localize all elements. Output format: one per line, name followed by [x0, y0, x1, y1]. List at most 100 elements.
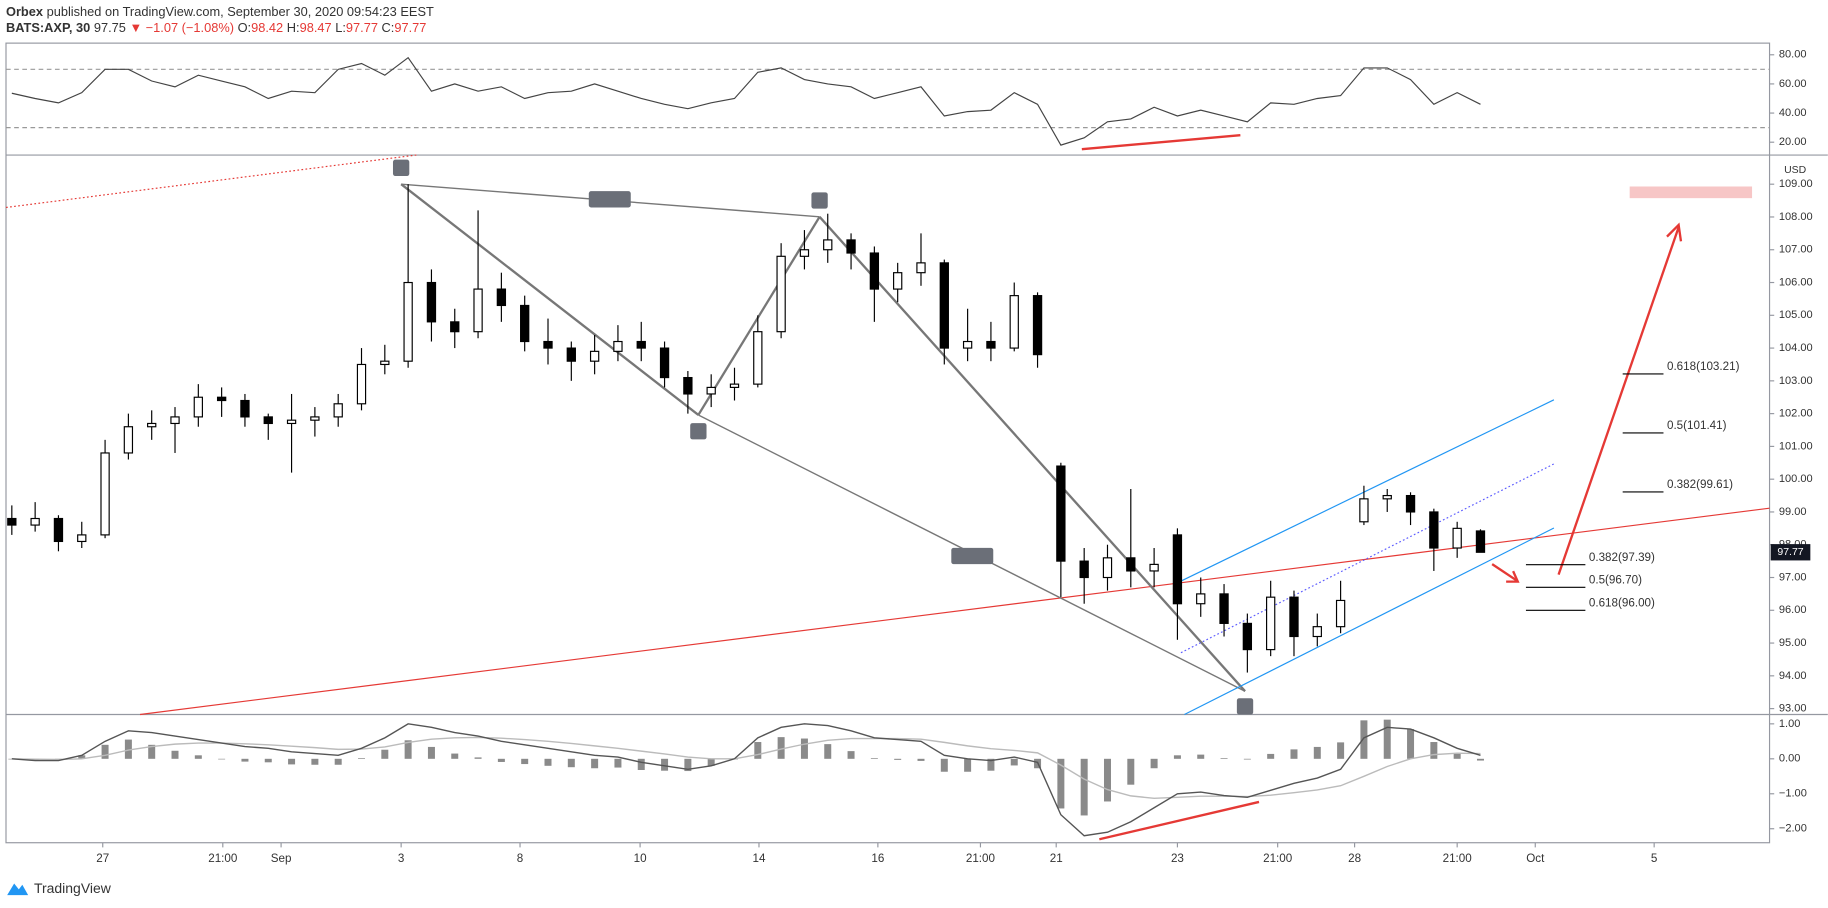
macd-histogram-bar: [800, 738, 808, 759]
y-tick-label: 104.00: [1779, 342, 1813, 354]
currency: USD: [1784, 165, 1807, 176]
candle-body: [7, 517, 17, 526]
macd-histogram-bar: [824, 744, 832, 759]
candle-body: [1359, 498, 1369, 523]
macd-histogram-bar: [124, 739, 132, 759]
rsi-divergence: [1081, 134, 1241, 151]
x-tick-label: 14: [752, 852, 765, 865]
marker: [690, 423, 707, 440]
header-line2: BATS:AXP, 30 97.75 ▼ −1.07 (−1.08%) O:98…: [6, 21, 426, 36]
candle-body: [356, 363, 367, 405]
y-tick-label: 1.00: [1779, 718, 1801, 730]
macd-histogram-bar: [311, 758, 319, 765]
macd-histogram-bar: [101, 744, 109, 759]
y-tick-label: 94.00: [1779, 670, 1807, 682]
pattern-leg: [818, 216, 1246, 692]
candle-body: [450, 321, 460, 333]
candle-body: [380, 360, 390, 366]
macd-histogram-bar: [427, 746, 435, 759]
rsi-line: [11, 56, 1481, 146]
ratio-box: [951, 547, 994, 565]
macd-histogram-bar: [1407, 729, 1415, 759]
y-tick-label: 40.00: [1779, 107, 1807, 119]
open: 98.42: [251, 21, 283, 36]
macd-histogram-bar: [661, 758, 669, 771]
candle-body: [77, 534, 87, 543]
macd-histogram-bar: [1267, 753, 1275, 759]
x-tick-label: 28: [1348, 852, 1361, 865]
x-tick-label: 21:00: [1263, 852, 1293, 865]
y-tick-label: 95.00: [1779, 637, 1807, 649]
candle-body: [1475, 530, 1486, 553]
macd-histogram-bar: [754, 742, 762, 759]
candle-body: [846, 239, 856, 254]
channel-lower: [1184, 527, 1555, 716]
macd-histogram-bar: [614, 758, 622, 768]
trend-line: [139, 507, 1770, 716]
macd-histogram-bar: [381, 749, 389, 759]
candle-body: [706, 386, 716, 395]
candle-body: [100, 452, 110, 536]
y-tick-label: 105.00: [1779, 309, 1813, 321]
macd-histogram-bar: [917, 758, 925, 761]
candle-body: [753, 331, 763, 385]
logo-icon: [7, 883, 29, 896]
candle-body: [1056, 465, 1066, 562]
candle-body: [589, 350, 600, 362]
macd-histogram-bar: [1360, 720, 1368, 759]
candle-body: [776, 255, 786, 333]
macd-histogram-bar: [940, 758, 948, 772]
candle-body: [683, 376, 693, 395]
macd-histogram-bar: [1057, 758, 1065, 809]
y-tick-label: 0.00: [1779, 753, 1801, 765]
macd-histogram-bar: [288, 758, 296, 765]
candle-body: [543, 340, 553, 349]
fib-label: 0.618(103.21): [1667, 360, 1740, 373]
y-tick-label: 60.00: [1779, 78, 1807, 90]
fib-label: 0.5(101.41): [1667, 419, 1727, 432]
macd-histogram-bar: [194, 755, 202, 759]
x-tick-label: Sep: [271, 852, 292, 865]
x-tick-label: 21:00: [208, 852, 238, 865]
y-tick-label: 106.00: [1779, 276, 1813, 288]
channel: [1177, 399, 1555, 716]
macd-histogram-bar: [1197, 754, 1205, 759]
x-tick-label: 3: [398, 852, 404, 865]
candle-body: [799, 249, 810, 257]
macd-histogram-bar: [1173, 755, 1181, 759]
fib-label: 0.382(99.61): [1667, 478, 1733, 491]
macd-histogram-bar: [334, 758, 342, 765]
change: ▼ −1.07 (−1.08%): [129, 21, 234, 36]
close: 97.77: [394, 21, 426, 36]
candle-body: [53, 517, 64, 543]
macd-histogram-bar: [1080, 758, 1088, 816]
candle-body: [939, 262, 949, 349]
macd-histogram-bar: [78, 755, 86, 759]
macd-histogram-bar: [264, 758, 272, 763]
author: Orbex: [6, 4, 44, 19]
candle-body: [426, 281, 437, 323]
macd-histogram-bar: [1383, 719, 1391, 759]
arrow-head: [1506, 570, 1520, 583]
harmonic-pattern: [400, 183, 1246, 692]
frame: [5, 42, 1771, 844]
published: published on TradingView.com, September …: [47, 4, 434, 19]
macd-histogram-bar: [1313, 746, 1321, 759]
last-price-label: 97.77: [1777, 547, 1803, 558]
candle-body: [193, 396, 203, 418]
pattern-markers: [392, 159, 1254, 715]
drawings: [5, 134, 1770, 841]
pattern-leg: [400, 183, 700, 416]
macd-histogram-bar: [1337, 742, 1345, 759]
candle-body: [1009, 295, 1019, 349]
macd-histogram-bar: [1150, 758, 1158, 769]
macd-histogram-bar: [171, 750, 179, 759]
candle-body: [1172, 534, 1183, 605]
pane-frames: [5, 42, 1828, 844]
candle-body: [1149, 563, 1159, 572]
open-label: O:: [238, 21, 252, 36]
candle-body: [1312, 626, 1322, 638]
candle-body: [1079, 560, 1089, 579]
y-tick-label: 109.00: [1779, 178, 1813, 190]
